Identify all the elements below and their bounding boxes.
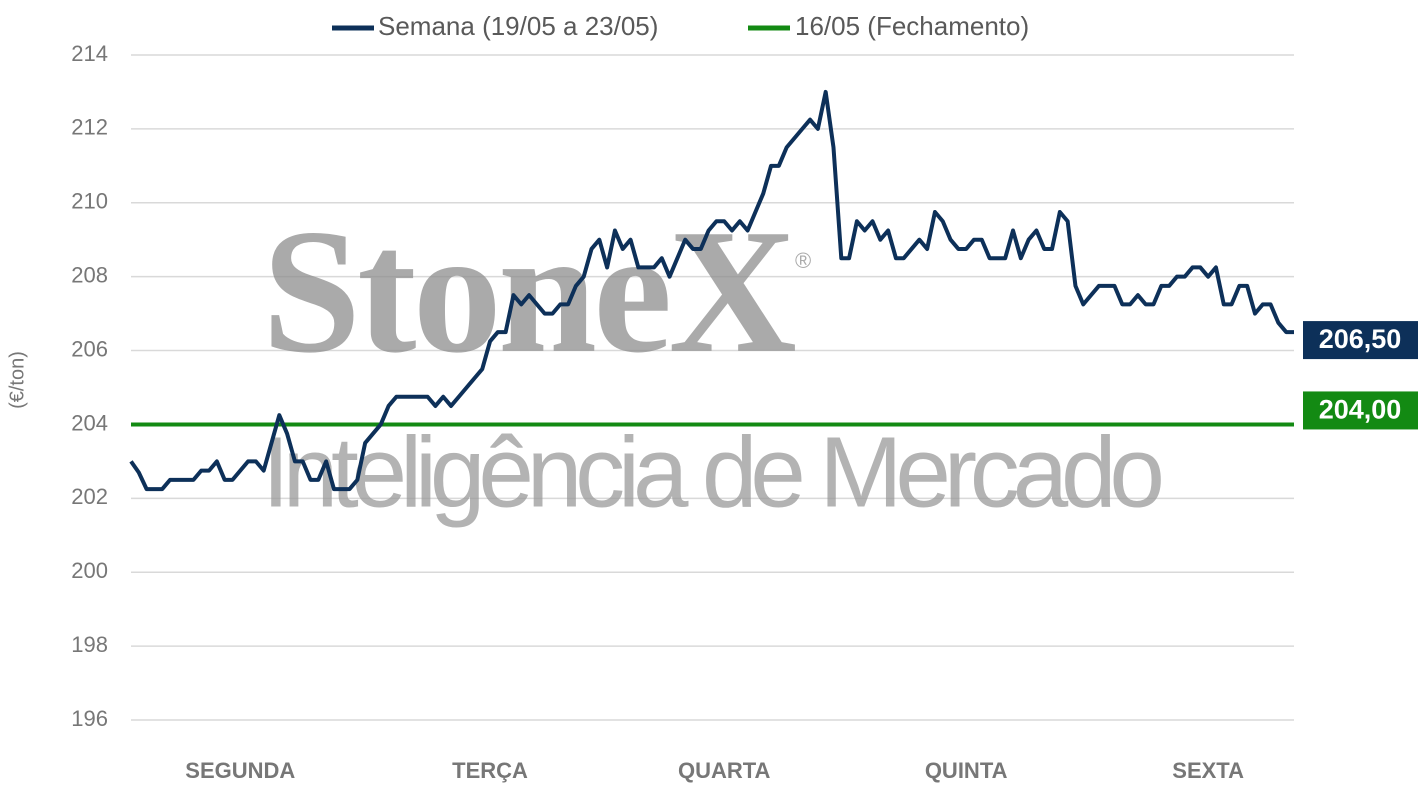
x-tick-label: QUARTA: [678, 758, 771, 783]
y-tick-label: 212: [71, 115, 108, 140]
reference-label: 204,00: [1319, 395, 1402, 425]
x-tick-label: TERÇA: [452, 758, 528, 783]
watermark-tagline: Inteligência de Mercado: [262, 416, 1165, 528]
y-tick-label: 198: [71, 632, 108, 657]
grid: 196 198 200 202 204 206 208 210 212 214: [71, 41, 1294, 731]
y-tick-label: 210: [71, 189, 108, 214]
x-tick-label: SEGUNDA: [185, 758, 295, 783]
y-tick-label: 208: [71, 262, 108, 287]
y-tick-label: 200: [71, 558, 108, 583]
y-tick-label: 204: [71, 410, 108, 435]
series-line: [129, 89, 1294, 492]
watermark-brand: StoneX: [262, 192, 797, 390]
x-tick-label: SEXTA: [1172, 758, 1244, 783]
watermark-mark: ®: [795, 248, 811, 273]
y-tick-label: 202: [71, 484, 108, 509]
y-tick-label: 196: [71, 706, 108, 731]
end-label-box: [1303, 321, 1418, 360]
y-tick-label: 206: [71, 336, 108, 361]
end-label: 206,50: [1319, 324, 1402, 354]
x-tick-label: QUINTA: [925, 758, 1008, 783]
reference-label-box: [1303, 391, 1418, 430]
legend-label: 16/05 (Fechamento): [795, 11, 1029, 41]
y-axis-label: (€/ton): [6, 351, 28, 409]
legend: Semana (19/05 a 23/05) 16/05 (Fechamento…: [332, 11, 1029, 41]
watermark: StoneX ® Inteligência de Mercado: [262, 192, 1165, 529]
y-tick-label: 214: [71, 41, 108, 66]
legend-label: Semana (19/05 a 23/05): [378, 11, 658, 41]
